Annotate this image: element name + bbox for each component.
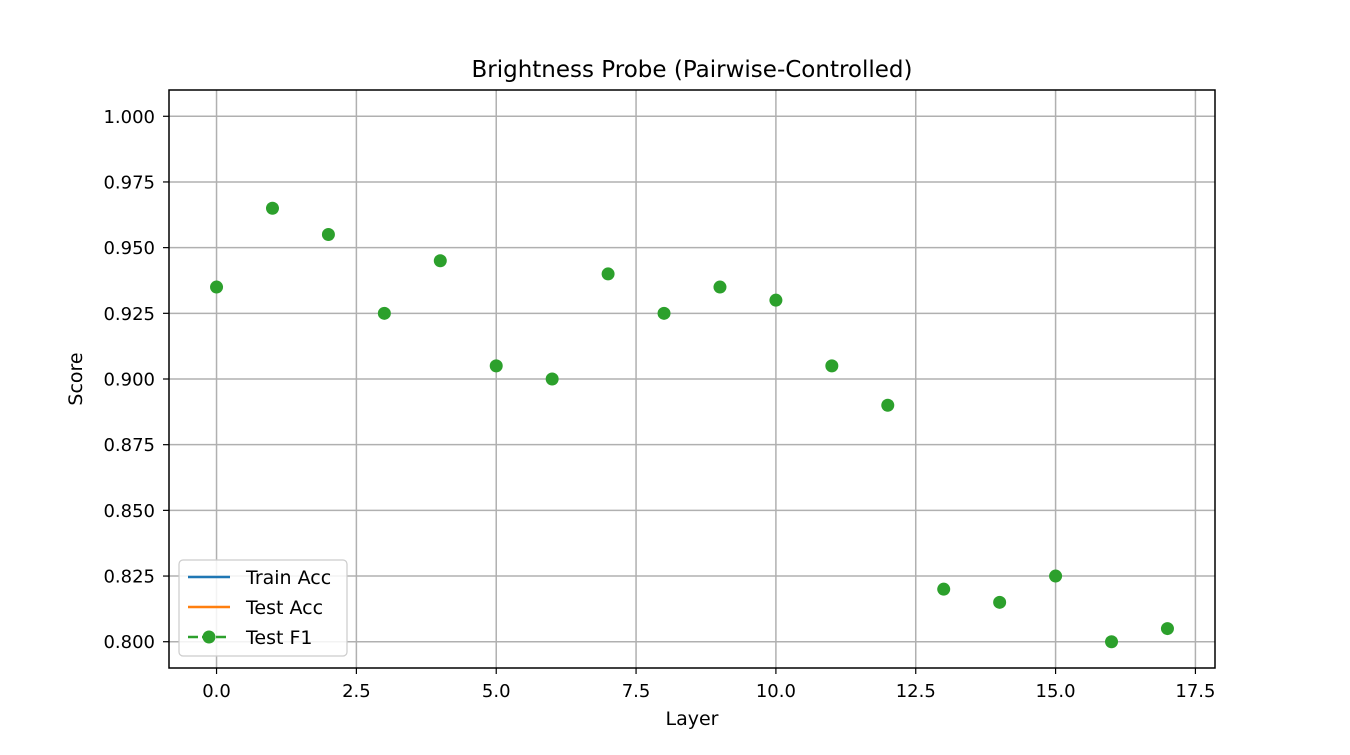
legend-label: Test Acc [245,597,323,619]
data-point [489,359,503,373]
y-tick-label: 1.000 [103,107,155,128]
data-points [210,201,1174,649]
data-point [210,280,224,294]
x-tick-label: 15.0 [1036,681,1076,702]
x-tick-label: 12.5 [896,681,936,702]
data-point [713,280,727,294]
legend-label: Train Acc [245,567,331,589]
y-tick-label: 0.975 [103,172,155,193]
data-point [265,201,279,215]
data-point [1105,635,1119,649]
x-tick-label: 17.5 [1175,681,1215,702]
data-point [881,398,895,412]
legend-marker [202,630,216,644]
y-tick-label: 0.950 [103,238,155,259]
x-tick-label: 2.5 [342,681,371,702]
plot-frame [168,89,1216,669]
chart-title: Brightness Probe (Pairwise-Controlled) [471,57,912,83]
x-tick-label: 10.0 [756,681,796,702]
x-tick-label: 0.0 [202,681,231,702]
x-axis-label: Layer [666,708,719,730]
y-tick-label: 0.825 [103,567,155,588]
data-point [993,595,1007,609]
data-point [769,293,783,307]
x-tick-label: 7.5 [622,681,651,702]
y-axis-label: Score [65,352,87,405]
data-point [433,254,447,268]
x-tick-label: 5.0 [482,681,511,702]
data-point [377,306,391,320]
data-point [321,228,335,241]
data-point [1160,622,1174,636]
axis-ticks: 0.0 2.5 5.0 7.5 10.0 12.5 15.0 17.5 0.800 0.825 0.… [103,107,1215,702]
y-tick-label: 0.875 [103,435,155,456]
data-point [1049,569,1063,583]
legend-label: Test F1 [245,627,312,649]
y-tick-label: 0.925 [103,304,155,325]
data-point [937,582,951,596]
data-point [657,306,671,320]
legend: Train Acc Test Acc Test F1 [178,559,348,657]
y-tick-label: 0.800 [103,632,155,653]
y-tick-label: 0.900 [103,370,155,391]
data-point [825,359,839,373]
y-tick-label: 0.850 [103,501,155,522]
data-point [601,267,615,281]
data-point [545,372,559,386]
legend-box [178,559,348,657]
